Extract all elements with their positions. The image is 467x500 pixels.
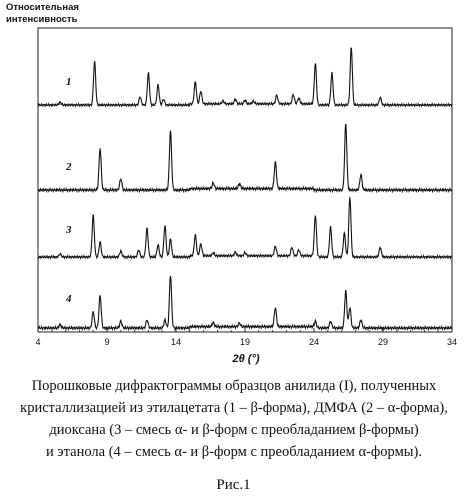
- series-1-trace: [38, 48, 452, 106]
- x-tick-label-34: 34: [447, 337, 457, 347]
- series-label-2: 2: [65, 161, 72, 173]
- x-tick-label-24: 24: [309, 337, 319, 347]
- figure-caption: Порошковые дифрактограммы образцов анили…: [8, 375, 460, 463]
- caption-line-1: Порошковые дифрактограммы образцов анили…: [8, 375, 460, 397]
- x-tick-label-4: 4: [35, 337, 40, 347]
- caption-line-2: кристаллизацией из этилацетата (1 – β-фо…: [8, 397, 460, 419]
- caption-line-4: и этанола (4 – смесь α- и β-форм с преоб…: [8, 441, 460, 463]
- x-axis-label: 2θ (°): [231, 353, 259, 365]
- plot-frame: [38, 28, 452, 332]
- caption-line-3: диоксана (3 – смесь α- и β-форм с преобл…: [8, 419, 460, 441]
- x-tick-label-19: 19: [240, 337, 250, 347]
- figure-number: Рис.1: [0, 477, 467, 494]
- series-label-4: 4: [65, 293, 72, 305]
- series-label-1: 1: [66, 76, 72, 88]
- series-4-trace: [38, 276, 452, 329]
- series-3-trace: [38, 197, 452, 258]
- xrd-chart: 1234 491419242934 2θ (°): [0, 0, 467, 372]
- series-2-trace: [38, 124, 452, 191]
- series-label-3: 3: [65, 224, 72, 236]
- x-tick-label-29: 29: [378, 337, 388, 347]
- x-tick-label-14: 14: [171, 337, 181, 347]
- x-tick-label-9: 9: [104, 337, 109, 347]
